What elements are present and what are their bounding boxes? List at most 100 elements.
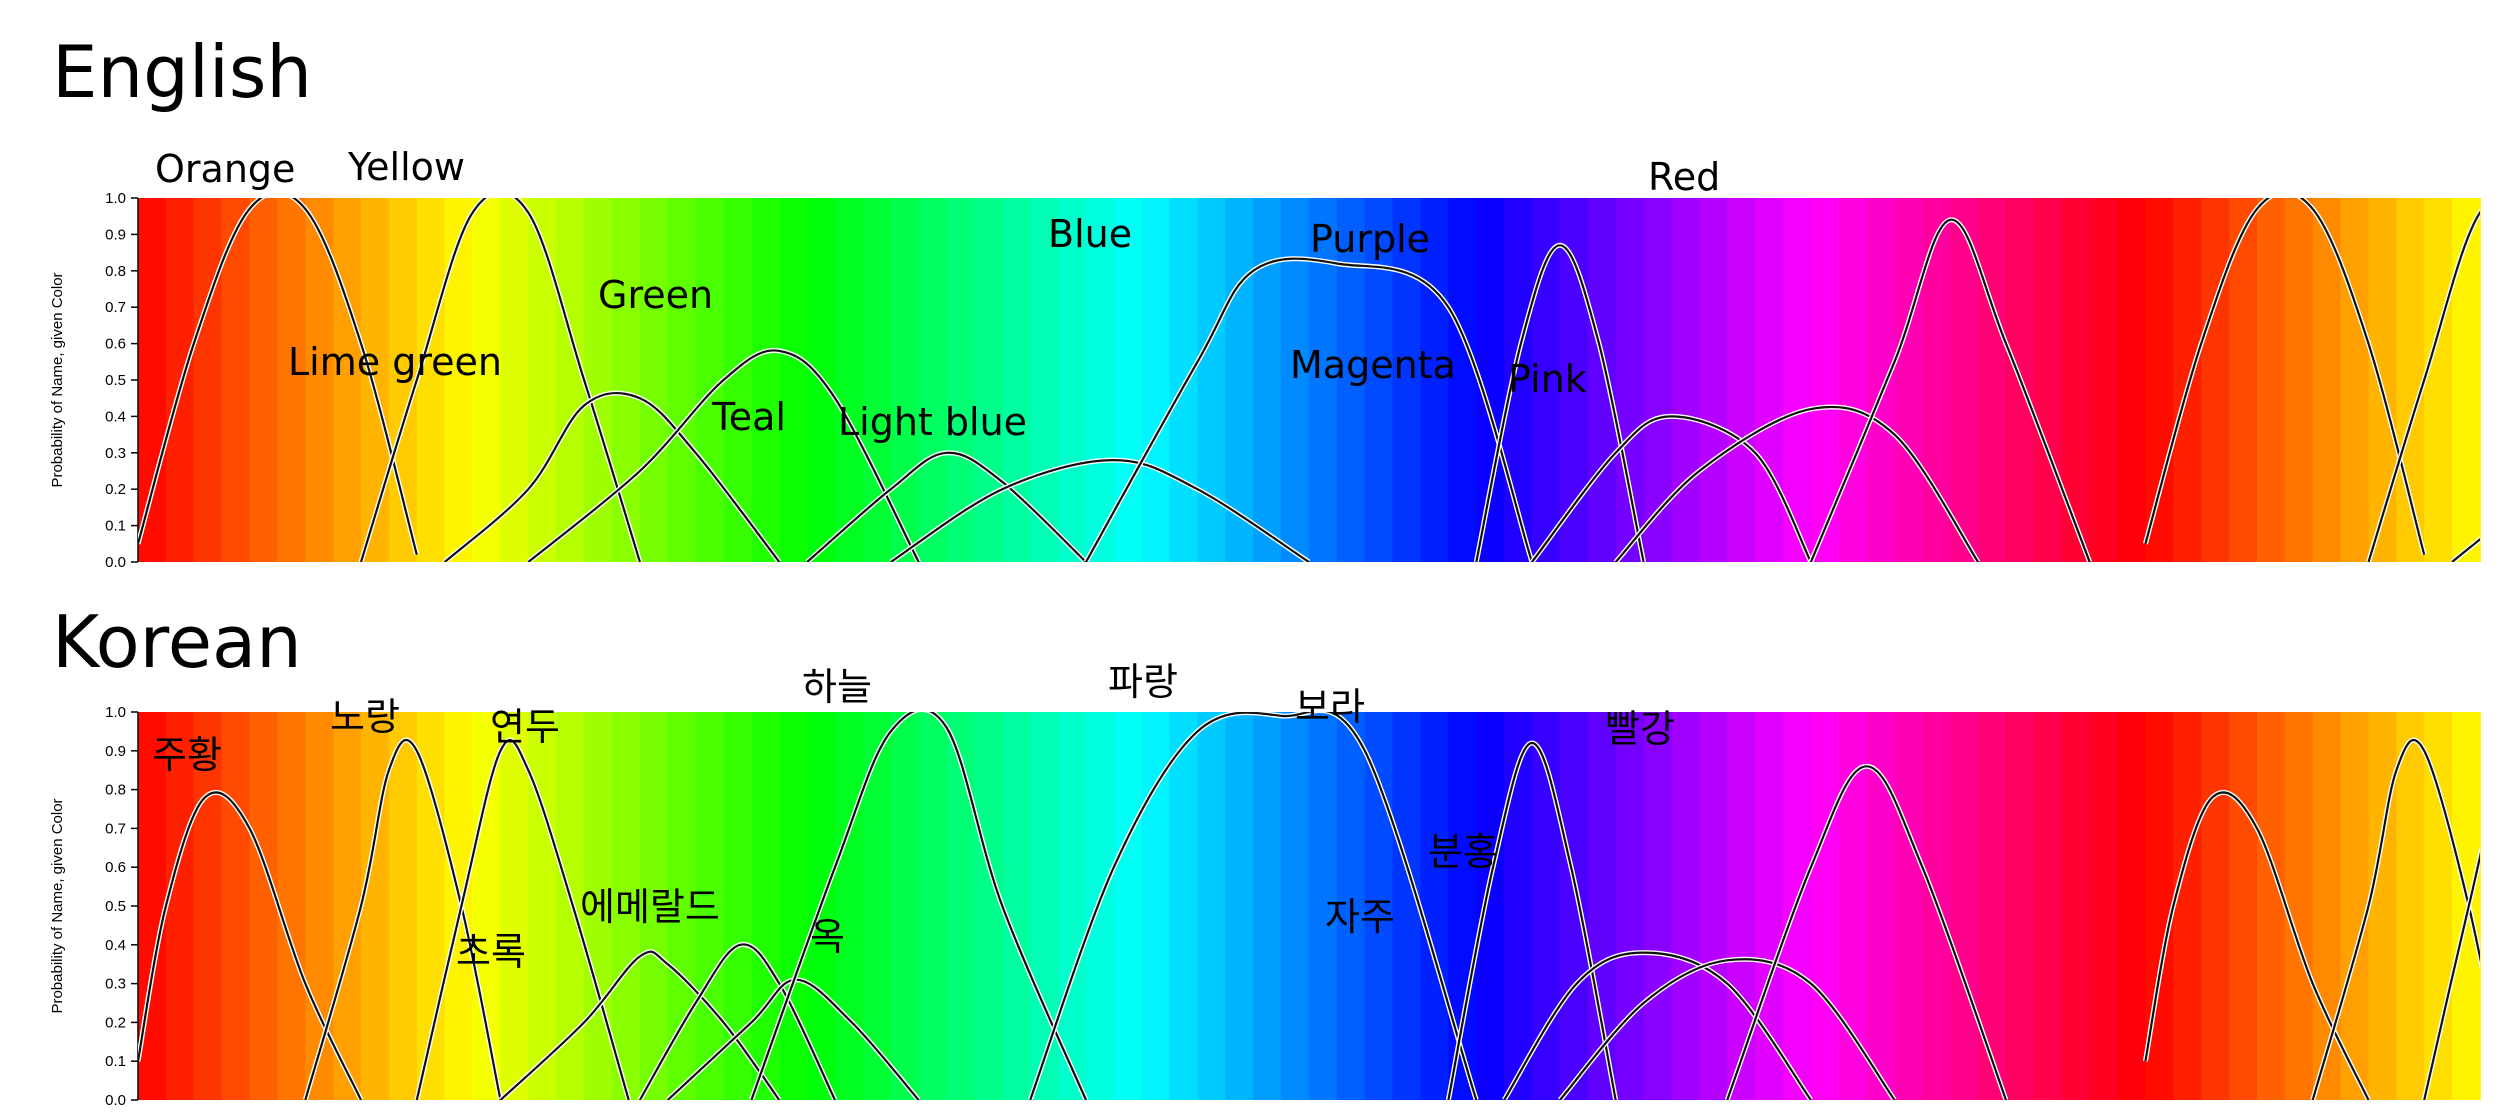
spectrum-stripe <box>1810 712 1840 1100</box>
spectrum-stripe <box>1058 712 1087 1100</box>
series-label: 에메랄드 <box>580 885 720 929</box>
spectrum-stripe <box>528 712 557 1100</box>
spectrum-stripe <box>946 198 976 562</box>
spectrum-stripe <box>1253 712 1282 1100</box>
korean-panel-title: Korean <box>52 600 302 684</box>
spectrum-stripe <box>974 198 1004 562</box>
y-tick-label: 0.8 <box>105 263 126 280</box>
spectrum-stripe <box>500 198 530 562</box>
y-tick-label: 0.2 <box>105 481 126 498</box>
spectrum-stripe <box>1002 712 1031 1100</box>
spectrum-stripe <box>946 712 976 1100</box>
spectrum-stripe <box>361 712 390 1100</box>
spectrum-stripe <box>1420 712 1450 1100</box>
spectrum-stripe <box>1225 198 1255 562</box>
spectrum-stripe <box>2061 712 2091 1100</box>
korean-chart: 0.0 0.1 0.2 0.3 0.4 0.5 0.6 0.7 0.8 0.9 1.0 Probabi… <box>49 660 2481 1109</box>
spectrum-stripe <box>472 198 502 562</box>
spectrum-stripe <box>2257 198 2286 562</box>
spectrum-stripe <box>2201 198 2230 562</box>
y-tick-label: 0.7 <box>105 820 126 837</box>
ko-spectrum-background <box>138 712 2481 1100</box>
y-tick-label: 0.2 <box>105 1014 126 1031</box>
spectrum-stripe <box>2284 712 2314 1100</box>
spectrum-stripe <box>333 712 362 1100</box>
spectrum-stripe <box>2145 198 2175 562</box>
spectrum-stripe <box>333 198 362 562</box>
series-label: 하늘 <box>802 665 872 709</box>
series-label: 주황 <box>152 733 222 777</box>
spectrum-stripe <box>1866 198 1896 562</box>
spectrum-stripe <box>779 198 808 562</box>
spectrum-stripe <box>1643 712 1673 1100</box>
y-tick-label: 0.1 <box>105 518 126 535</box>
spectrum-stripe <box>1364 198 1394 562</box>
series-line <box>2423 851 2480 1100</box>
spectrum-stripe <box>2089 712 2119 1100</box>
spectrum-stripe <box>2368 198 2398 562</box>
y-tick-label: 0.6 <box>105 336 126 353</box>
spectrum-stripe <box>667 198 697 562</box>
spectrum-stripe <box>2368 712 2398 1100</box>
spectrum-stripe <box>1448 712 1478 1100</box>
series-line <box>2144 198 2426 555</box>
spectrum-stripe <box>1169 712 1199 1100</box>
en-spectrum-background <box>138 198 2481 562</box>
y-tick-label: 1.0 <box>105 704 126 721</box>
spectrum-stripe <box>416 198 446 562</box>
spectrum-stripe <box>193 198 223 562</box>
spectrum-stripe <box>974 712 1004 1100</box>
spectrum-stripe <box>1169 198 1199 562</box>
spectrum-stripe <box>779 712 808 1100</box>
spectrum-stripe <box>2452 198 2481 562</box>
series-label: 보라 <box>1295 685 1365 729</box>
series-label: Magenta <box>1290 343 1456 387</box>
series-line <box>1475 244 1645 562</box>
spectrum-stripe <box>2424 198 2453 562</box>
spectrum-stripe <box>1838 198 1868 562</box>
series-line <box>1809 218 2091 562</box>
spectrum-stripe <box>2033 198 2063 562</box>
spectrum-stripe <box>388 712 418 1100</box>
series-label: Yellow <box>347 145 465 189</box>
spectrum-stripe <box>751 198 781 562</box>
spectrum-stripe <box>1671 198 1701 562</box>
spectrum-stripe <box>1532 712 1561 1100</box>
spectrum-stripe <box>221 712 251 1100</box>
series-label: 빨강 <box>1605 707 1675 751</box>
spectrum-stripe <box>1755 712 1784 1100</box>
spectrum-stripe <box>835 712 864 1100</box>
spectrum-stripe <box>890 712 920 1100</box>
series-label: 초록 <box>456 930 526 974</box>
series-label: Teal <box>711 395 786 439</box>
spectrum-stripe <box>1643 198 1673 562</box>
spectrum-stripe <box>1030 712 1059 1100</box>
series-line <box>1503 951 1812 1100</box>
spectrum-stripe <box>1727 198 1756 562</box>
spectrum-stripe <box>639 712 669 1100</box>
spectrum-stripe <box>1002 198 1031 562</box>
spectrum-stripe <box>1225 712 1255 1100</box>
spectrum-stripe <box>695 712 725 1100</box>
series-label: 자주 <box>1325 895 1395 939</box>
spectrum-stripe <box>835 198 864 562</box>
en-y-axis-label: Probability of Name, given Color <box>49 272 66 487</box>
series-line <box>1531 415 1812 562</box>
series-label: 파랑 <box>1108 660 1178 704</box>
spectrum-stripe <box>2173 712 2202 1100</box>
spectrum-stripe <box>1197 198 1227 562</box>
spectrum-stripe <box>1838 712 1868 1100</box>
spectrum-stripe <box>249 712 279 1100</box>
spectrum-stripe <box>1448 198 1478 562</box>
spectrum-stripe <box>2229 198 2258 562</box>
series-label: Blue <box>1048 212 1132 256</box>
series-label: Green <box>598 273 713 317</box>
y-tick-label: 0.5 <box>105 372 126 389</box>
spectrum-stripe <box>612 198 641 562</box>
y-tick-label: 0.3 <box>105 976 126 993</box>
series-label: 노랑 <box>330 695 400 739</box>
y-tick-label: 0.1 <box>105 1053 126 1070</box>
spectrum-stripe <box>1504 712 1533 1100</box>
series-label: Lime green <box>288 340 502 384</box>
spectrum-stripe <box>1086 198 1115 562</box>
